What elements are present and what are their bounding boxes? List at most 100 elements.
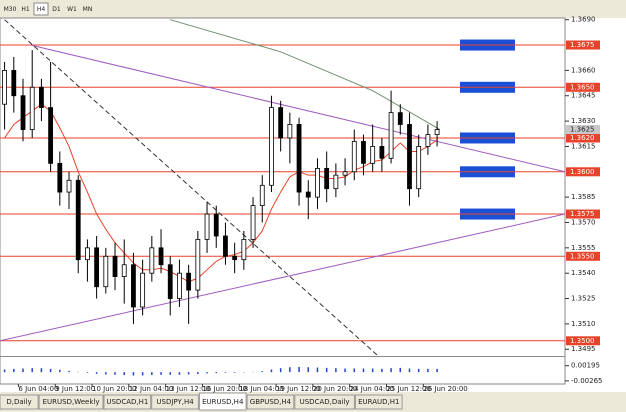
last-price-label: 1.3625 (570, 126, 595, 134)
candle-body (434, 129, 440, 136)
x-tick-label: 26 Jun 20:00 (423, 385, 467, 393)
x-tick-label: 10 Jun 20:00 (92, 385, 136, 393)
candle-body (57, 162, 63, 193)
level-label: 1.3550 (570, 252, 595, 260)
y-tick-label: 1.3495 (571, 345, 596, 353)
chart-tab[interactable] (354, 394, 403, 410)
timeframe-label: MN (83, 6, 93, 13)
candle-body (315, 168, 320, 198)
candle-body (370, 146, 376, 164)
level-tag (566, 251, 600, 261)
last-price-tag (566, 125, 600, 135)
level-tag (566, 167, 600, 177)
chart-tab-label: EURUSD,H4 (202, 398, 244, 406)
x-tick-label: 19 Jun 12:00 (276, 385, 320, 393)
x-tick-label: 6 Jun 04:00 (18, 385, 58, 393)
chart-tab-label: USDJPY,H4 (156, 398, 194, 406)
candle-body (379, 146, 385, 159)
trend-line (4, 19, 379, 356)
timeframe-button[interactable] (80, 3, 95, 15)
x-tick-label: 25 Jun 12:00 (386, 385, 430, 393)
candle-body (232, 255, 238, 261)
chart-tab[interactable] (151, 394, 199, 410)
x-tick-label: 12 Jun 04:00 (129, 385, 173, 393)
indicator-plot (3, 366, 438, 376)
chart-area (0, 17, 566, 385)
chart-tab-label: GBPUSD,H4 (250, 398, 292, 406)
candle-body (186, 272, 192, 291)
y-tick-label: 1.3525 (571, 295, 596, 303)
candle-body (351, 140, 357, 173)
candle-body (416, 146, 422, 190)
candle-body (425, 134, 431, 147)
candle-body (20, 95, 26, 130)
candle-body (269, 107, 274, 186)
candle-body (204, 213, 210, 240)
candle-body (167, 264, 173, 299)
trend-line (0, 213, 565, 342)
y-tick-label: 1.3690 (571, 16, 596, 24)
chart-tab[interactable] (38, 394, 104, 410)
level-tag (566, 40, 600, 50)
timeframe-button[interactable] (65, 3, 79, 15)
candle-body (121, 264, 127, 277)
chart-tab[interactable] (0, 394, 39, 410)
candle-body (112, 255, 118, 277)
timeframe-label: H4 (37, 6, 46, 13)
y-tick-label: 1.3585 (571, 193, 596, 201)
candle-body (66, 179, 72, 193)
level-tag (566, 336, 600, 346)
candle-body (94, 247, 100, 288)
candle-body (296, 124, 302, 193)
chart-tab-label: EURUSD,Weekly (43, 398, 100, 406)
candle-body (333, 174, 339, 190)
timeframe-button[interactable] (49, 3, 64, 15)
candle-body (361, 140, 366, 164)
y-tick-label: 1.3660 (571, 66, 596, 74)
level-tag (566, 209, 600, 219)
candle-body (278, 107, 284, 139)
x-tick-label: 20 Jun 20:00 (313, 385, 357, 393)
timeframe-button[interactable] (33, 2, 49, 16)
chart-tab[interactable] (246, 394, 295, 410)
level-tag (566, 133, 600, 143)
candle-body (223, 235, 228, 257)
chart-tab-label: USDCAD,H1 (106, 398, 148, 406)
timeframe-button[interactable] (3, 3, 17, 15)
overlay: M30 H1 H4 D1 W1 MN D,Daily EURUSD,Weekly USDCAD,… (0, 2, 602, 411)
x-tick-label: 13 Jun 12:00 (166, 385, 210, 393)
candle-body (131, 264, 136, 308)
candle-body (241, 238, 247, 261)
candle-body (177, 272, 182, 299)
candle-body (342, 171, 348, 176)
chart-tab-label: EURAUD,H1 (358, 398, 399, 406)
level-label: 1.3650 (570, 83, 595, 91)
level-label: 1.3600 (570, 168, 595, 176)
x-tick-label: 16 Jun 20:00 (202, 385, 246, 393)
candle-body (259, 184, 265, 206)
chart-tab[interactable] (103, 394, 152, 410)
y-tick-label: 1.3555 (571, 244, 596, 252)
candle-body (39, 86, 44, 108)
candle-body (195, 238, 201, 291)
timeframe-label: M30 (4, 6, 17, 13)
candle-body (48, 107, 54, 164)
main-plot (0, 19, 565, 356)
timeframe-label: H1 (21, 6, 30, 13)
candle-body (103, 255, 109, 288)
candle-body (2, 69, 8, 105)
x-tick-label: 24 Jun 04:00 (350, 385, 394, 393)
timeframe-button[interactable] (18, 3, 33, 15)
indicator-tick-label: -0.00265 (571, 377, 602, 385)
chart-tab[interactable] (294, 394, 355, 410)
chart-tab[interactable] (198, 392, 247, 411)
y-tick-label: 1.3570 (571, 218, 596, 226)
x-tick-label: 18 Jun 04:00 (239, 385, 283, 393)
y-tick-label: 1.3630 (571, 117, 596, 125)
level-label: 1.3500 (570, 337, 595, 345)
candle-body (149, 247, 155, 274)
candle-body (388, 112, 394, 159)
level-tag (566, 82, 600, 92)
candle-body (407, 124, 412, 190)
candle-body (29, 86, 35, 130)
